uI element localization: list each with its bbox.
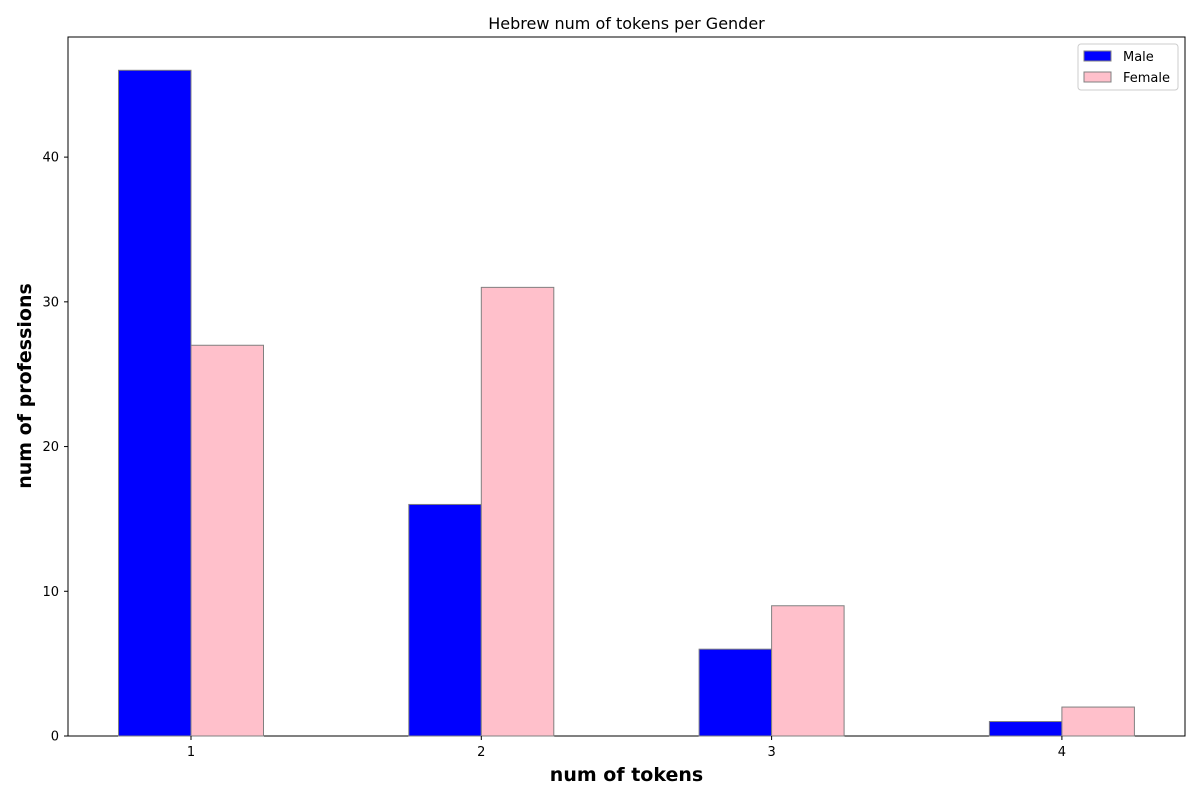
y-tick-label: 40: [42, 151, 59, 166]
y-tick-label: 30: [42, 295, 59, 310]
legend-swatch-male: [1083, 50, 1112, 62]
bar-female-4: [1061, 706, 1135, 737]
bar-male-1: [118, 69, 192, 737]
legend-label-male: Male: [1123, 50, 1154, 65]
bar-female-1: [190, 344, 264, 737]
legend: Male Female: [1077, 43, 1179, 91]
y-tick-label: 10: [42, 585, 59, 600]
bar-male-3: [698, 648, 773, 737]
y-axis-ticks: 0 10 20 30 40: [42, 151, 68, 745]
y-axis-label: num of professions: [14, 283, 36, 489]
y-tick-label: 20: [42, 440, 59, 455]
y-tick-label: 0: [51, 730, 59, 745]
x-tick-label: 4: [1058, 745, 1066, 760]
legend-swatch-female: [1083, 71, 1112, 83]
bar-female-2: [480, 286, 555, 737]
bar-male-4: [988, 721, 1063, 737]
legend-label-female: Female: [1123, 71, 1170, 86]
x-axis-ticks: 1 2 3 4: [187, 736, 1066, 760]
bar-female-3: [771, 605, 845, 737]
x-tick-label: 2: [477, 745, 485, 760]
chart-title: Hebrew num of tokens per Gender: [488, 14, 765, 33]
plot-area: [67, 36, 1186, 737]
x-axis-label: num of tokens: [550, 764, 703, 786]
x-tick-label: 1: [187, 745, 195, 760]
bars-group: [118, 69, 1135, 737]
bar-male-2: [408, 503, 482, 737]
x-tick-label: 3: [767, 745, 775, 760]
